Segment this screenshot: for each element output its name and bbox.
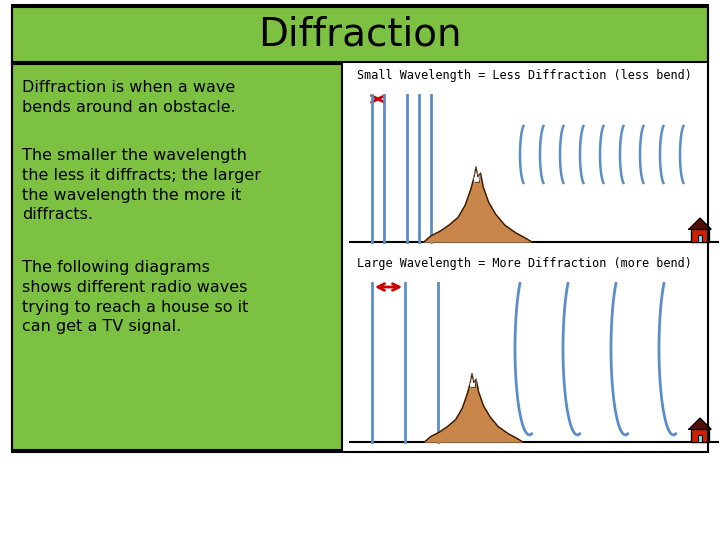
Bar xyxy=(350,255,720,452)
Text: Large Wavelength = More Diffraction (more bend): Large Wavelength = More Diffraction (mor… xyxy=(357,257,692,270)
Bar xyxy=(12,5,708,452)
Text: The smaller the wavelength
the less it diffracts; the larger
the wavelength the : The smaller the wavelength the less it d… xyxy=(22,148,261,222)
Bar xyxy=(690,429,709,442)
Bar xyxy=(12,7,708,62)
Bar xyxy=(350,67,720,252)
Bar xyxy=(698,235,703,242)
Bar xyxy=(698,435,703,442)
Polygon shape xyxy=(425,374,523,442)
Polygon shape xyxy=(474,167,480,183)
Polygon shape xyxy=(689,418,711,429)
Polygon shape xyxy=(470,374,476,388)
Text: Diffraction: Diffraction xyxy=(258,16,462,54)
Text: Diffraction is when a wave
bends around an obstacle.: Diffraction is when a wave bends around … xyxy=(22,80,235,115)
Polygon shape xyxy=(689,218,711,230)
Text: Small Wavelength = Less Diffraction (less bend): Small Wavelength = Less Diffraction (les… xyxy=(357,69,692,82)
Text: The following diagrams
shows different radio waves
trying to reach a house so it: The following diagrams shows different r… xyxy=(22,260,248,334)
Bar xyxy=(690,230,709,242)
Bar xyxy=(12,64,342,450)
Polygon shape xyxy=(424,167,532,242)
